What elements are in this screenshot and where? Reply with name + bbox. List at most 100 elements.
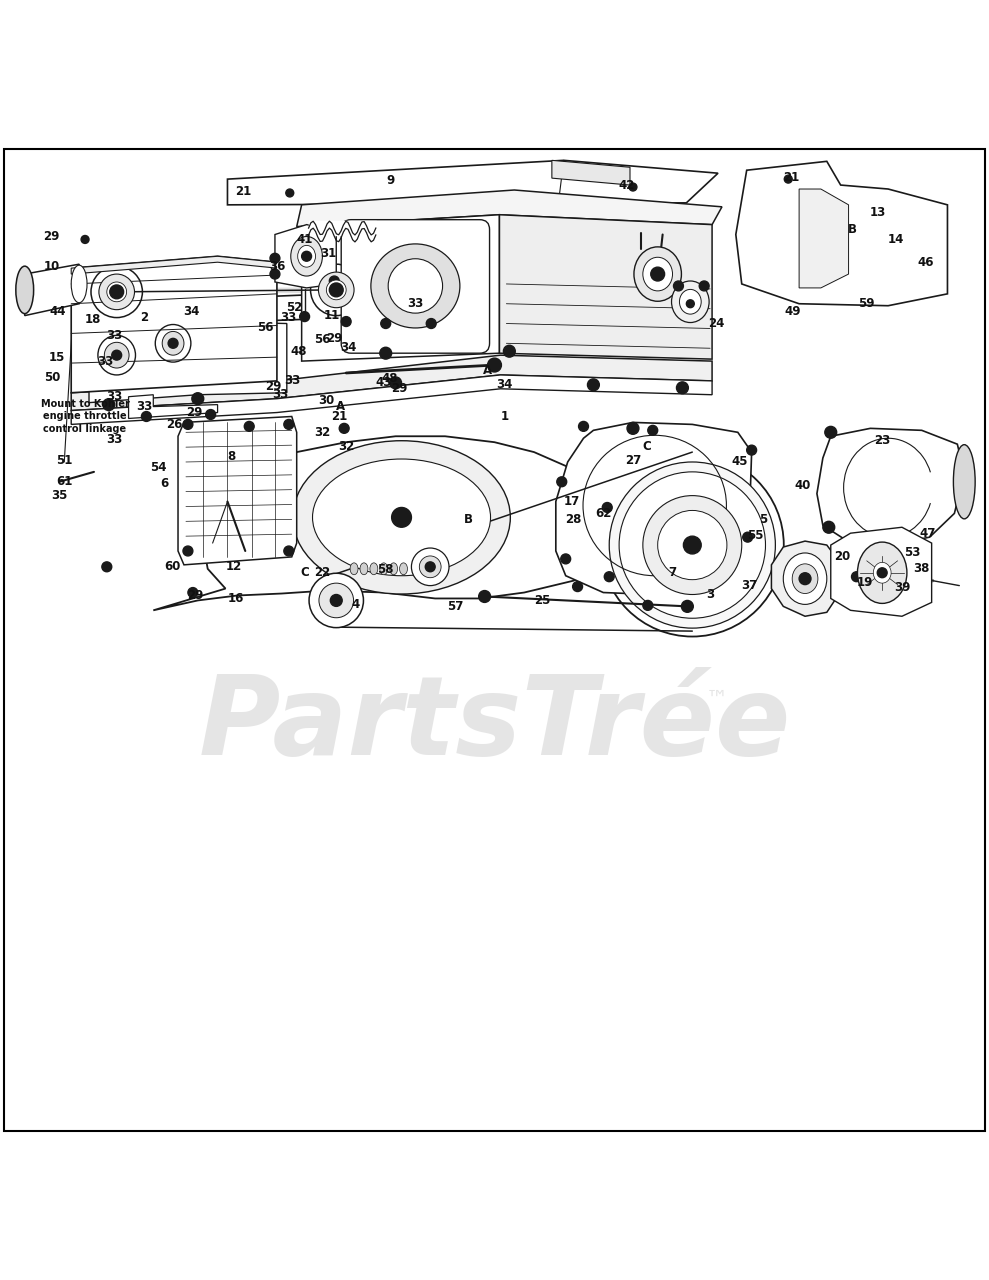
Ellipse shape (388, 259, 443, 314)
Text: 51: 51 (56, 453, 72, 466)
Ellipse shape (634, 247, 681, 301)
Text: 13: 13 (870, 206, 886, 219)
Text: B: B (848, 223, 857, 236)
Ellipse shape (326, 280, 346, 300)
Circle shape (112, 351, 122, 360)
Text: C: C (301, 566, 309, 580)
Circle shape (381, 319, 391, 329)
Circle shape (648, 425, 658, 435)
Circle shape (674, 282, 683, 291)
Circle shape (479, 590, 491, 603)
Text: 8: 8 (227, 449, 235, 462)
Circle shape (302, 251, 312, 261)
Polygon shape (817, 429, 964, 545)
Text: PartsTrée: PartsTrée (199, 671, 790, 777)
Circle shape (392, 507, 411, 527)
Circle shape (335, 598, 345, 608)
Circle shape (683, 536, 701, 554)
Text: 33: 33 (97, 355, 113, 367)
Circle shape (627, 422, 639, 434)
Text: 20: 20 (835, 550, 851, 563)
Text: 48: 48 (291, 344, 307, 357)
Text: 33: 33 (107, 329, 123, 342)
Circle shape (341, 316, 351, 326)
Text: 59: 59 (858, 297, 874, 310)
Circle shape (380, 347, 392, 360)
Text: 14: 14 (888, 233, 904, 246)
Ellipse shape (643, 495, 742, 594)
Circle shape (747, 445, 757, 456)
Text: 30: 30 (318, 394, 334, 407)
Circle shape (681, 600, 693, 612)
Text: 49: 49 (785, 305, 801, 319)
FancyBboxPatch shape (341, 220, 490, 353)
Ellipse shape (16, 266, 34, 314)
Ellipse shape (298, 246, 315, 268)
Text: 33: 33 (272, 388, 288, 401)
Circle shape (81, 236, 89, 243)
Text: 12: 12 (225, 561, 241, 573)
Text: 48: 48 (382, 372, 398, 385)
Ellipse shape (319, 584, 354, 618)
Circle shape (643, 600, 653, 611)
Circle shape (300, 311, 310, 321)
Polygon shape (831, 527, 932, 616)
Text: A: A (483, 365, 493, 378)
Circle shape (102, 562, 112, 572)
Ellipse shape (71, 265, 87, 303)
Ellipse shape (380, 563, 388, 575)
Text: 33: 33 (407, 297, 423, 310)
Circle shape (270, 269, 280, 279)
Polygon shape (799, 189, 849, 288)
Polygon shape (552, 160, 630, 186)
Polygon shape (71, 355, 712, 411)
Circle shape (699, 282, 709, 291)
Polygon shape (153, 436, 613, 611)
Ellipse shape (105, 342, 129, 369)
Text: 50: 50 (45, 371, 60, 384)
Circle shape (339, 424, 349, 434)
Circle shape (784, 175, 792, 183)
Circle shape (561, 554, 571, 564)
Text: 6: 6 (160, 477, 168, 490)
Ellipse shape (658, 511, 727, 580)
Circle shape (110, 285, 124, 298)
Ellipse shape (400, 563, 407, 575)
Ellipse shape (371, 244, 460, 328)
Text: 19: 19 (856, 576, 872, 589)
Text: 34: 34 (496, 379, 512, 392)
Circle shape (103, 398, 115, 411)
Text: 61: 61 (56, 475, 72, 488)
Ellipse shape (291, 237, 322, 276)
Circle shape (823, 521, 835, 534)
Text: 29: 29 (186, 406, 202, 419)
Text: 47: 47 (920, 526, 936, 540)
Text: 17: 17 (564, 495, 580, 508)
Text: 31: 31 (320, 247, 336, 260)
Circle shape (206, 410, 216, 420)
Polygon shape (556, 422, 752, 594)
Text: 3: 3 (706, 588, 714, 602)
Text: 29: 29 (392, 383, 407, 396)
Polygon shape (25, 264, 79, 316)
Circle shape (799, 572, 811, 585)
Polygon shape (227, 160, 718, 205)
Text: 56: 56 (315, 333, 330, 346)
Ellipse shape (411, 548, 449, 586)
Circle shape (188, 588, 198, 598)
Text: 21: 21 (783, 170, 799, 183)
Text: 2: 2 (140, 311, 148, 324)
Text: 37: 37 (742, 579, 758, 593)
Text: 21: 21 (235, 186, 251, 198)
Text: 56: 56 (257, 321, 273, 334)
Text: 1: 1 (500, 410, 508, 422)
Text: 60: 60 (164, 561, 180, 573)
Circle shape (141, 412, 151, 421)
Text: 15: 15 (49, 351, 65, 364)
Circle shape (244, 421, 254, 431)
Circle shape (183, 547, 193, 556)
Ellipse shape (672, 282, 709, 323)
Text: 23: 23 (874, 434, 890, 447)
Circle shape (686, 300, 694, 307)
Ellipse shape (857, 543, 907, 603)
